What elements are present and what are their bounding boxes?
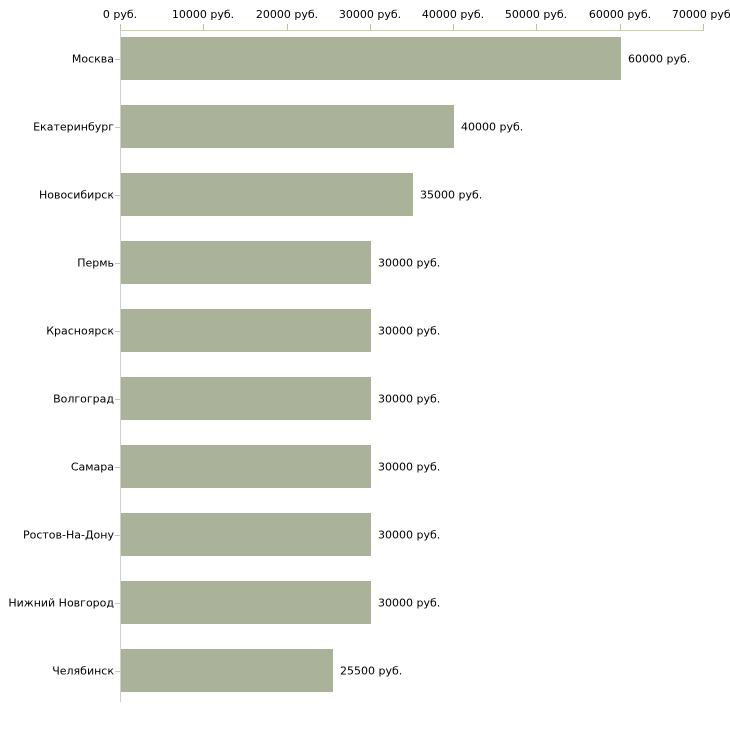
x-tick-label: 40000 руб. <box>421 8 485 21</box>
category-label: Нижний Новгород <box>8 596 114 609</box>
bar <box>121 37 621 80</box>
x-tick-label: 50000 руб. <box>504 8 568 21</box>
x-tick-mark <box>370 24 371 30</box>
category-label: Волгоград <box>53 392 114 405</box>
y-tick-mark <box>115 603 120 604</box>
bar <box>121 581 371 624</box>
bar <box>121 309 371 352</box>
y-tick-mark <box>115 127 120 128</box>
y-axis-line <box>120 30 121 702</box>
bar <box>121 377 371 420</box>
x-tick-label: 0 руб. <box>102 8 138 21</box>
bar <box>121 241 371 284</box>
x-tick-mark <box>120 24 121 30</box>
value-label: 30000 руб. <box>378 256 441 269</box>
y-tick-mark <box>115 467 120 468</box>
x-tick-mark <box>203 24 204 30</box>
x-tick-mark <box>536 24 537 30</box>
category-label: Самара <box>70 460 114 473</box>
value-label: 30000 руб. <box>378 596 441 609</box>
bar <box>121 649 333 692</box>
x-tick-mark <box>620 24 621 30</box>
x-tick-label: 10000 руб. <box>171 8 235 21</box>
bar <box>121 513 371 556</box>
category-label: Ростов-На-Дону <box>22 528 114 541</box>
y-tick-mark <box>115 399 120 400</box>
value-label: 30000 руб. <box>378 324 441 337</box>
y-tick-mark <box>115 331 120 332</box>
category-label: Екатеринбург <box>33 120 114 133</box>
x-axis-line <box>120 30 704 31</box>
y-tick-mark <box>115 59 120 60</box>
x-tick-label: 20000 руб. <box>255 8 319 21</box>
value-label: 30000 руб. <box>378 528 441 541</box>
x-tick-label: 70000 руб. <box>671 8 730 21</box>
category-label: Челябинск <box>52 664 114 677</box>
value-label: 30000 руб. <box>378 392 441 405</box>
x-tick-mark <box>287 24 288 30</box>
bar <box>121 173 413 216</box>
y-tick-mark <box>115 671 120 672</box>
category-label: Новосибирск <box>38 188 114 201</box>
x-tick-label: 30000 руб. <box>338 8 402 21</box>
value-label: 30000 руб. <box>378 460 441 473</box>
value-label: 35000 руб. <box>420 188 483 201</box>
x-tick-label: 60000 руб. <box>588 8 652 21</box>
value-label: 25500 руб. <box>340 664 403 677</box>
bar <box>121 445 371 488</box>
y-tick-mark <box>115 535 120 536</box>
y-tick-mark <box>115 195 120 196</box>
y-tick-mark <box>115 263 120 264</box>
bar <box>121 105 454 148</box>
category-label: Красноярск <box>46 324 114 337</box>
category-label: Москва <box>71 52 114 65</box>
category-label: Пермь <box>77 256 114 269</box>
x-tick-mark <box>453 24 454 30</box>
value-label: 40000 руб. <box>461 120 524 133</box>
x-tick-mark <box>703 24 704 30</box>
value-label: 60000 руб. <box>628 52 691 65</box>
